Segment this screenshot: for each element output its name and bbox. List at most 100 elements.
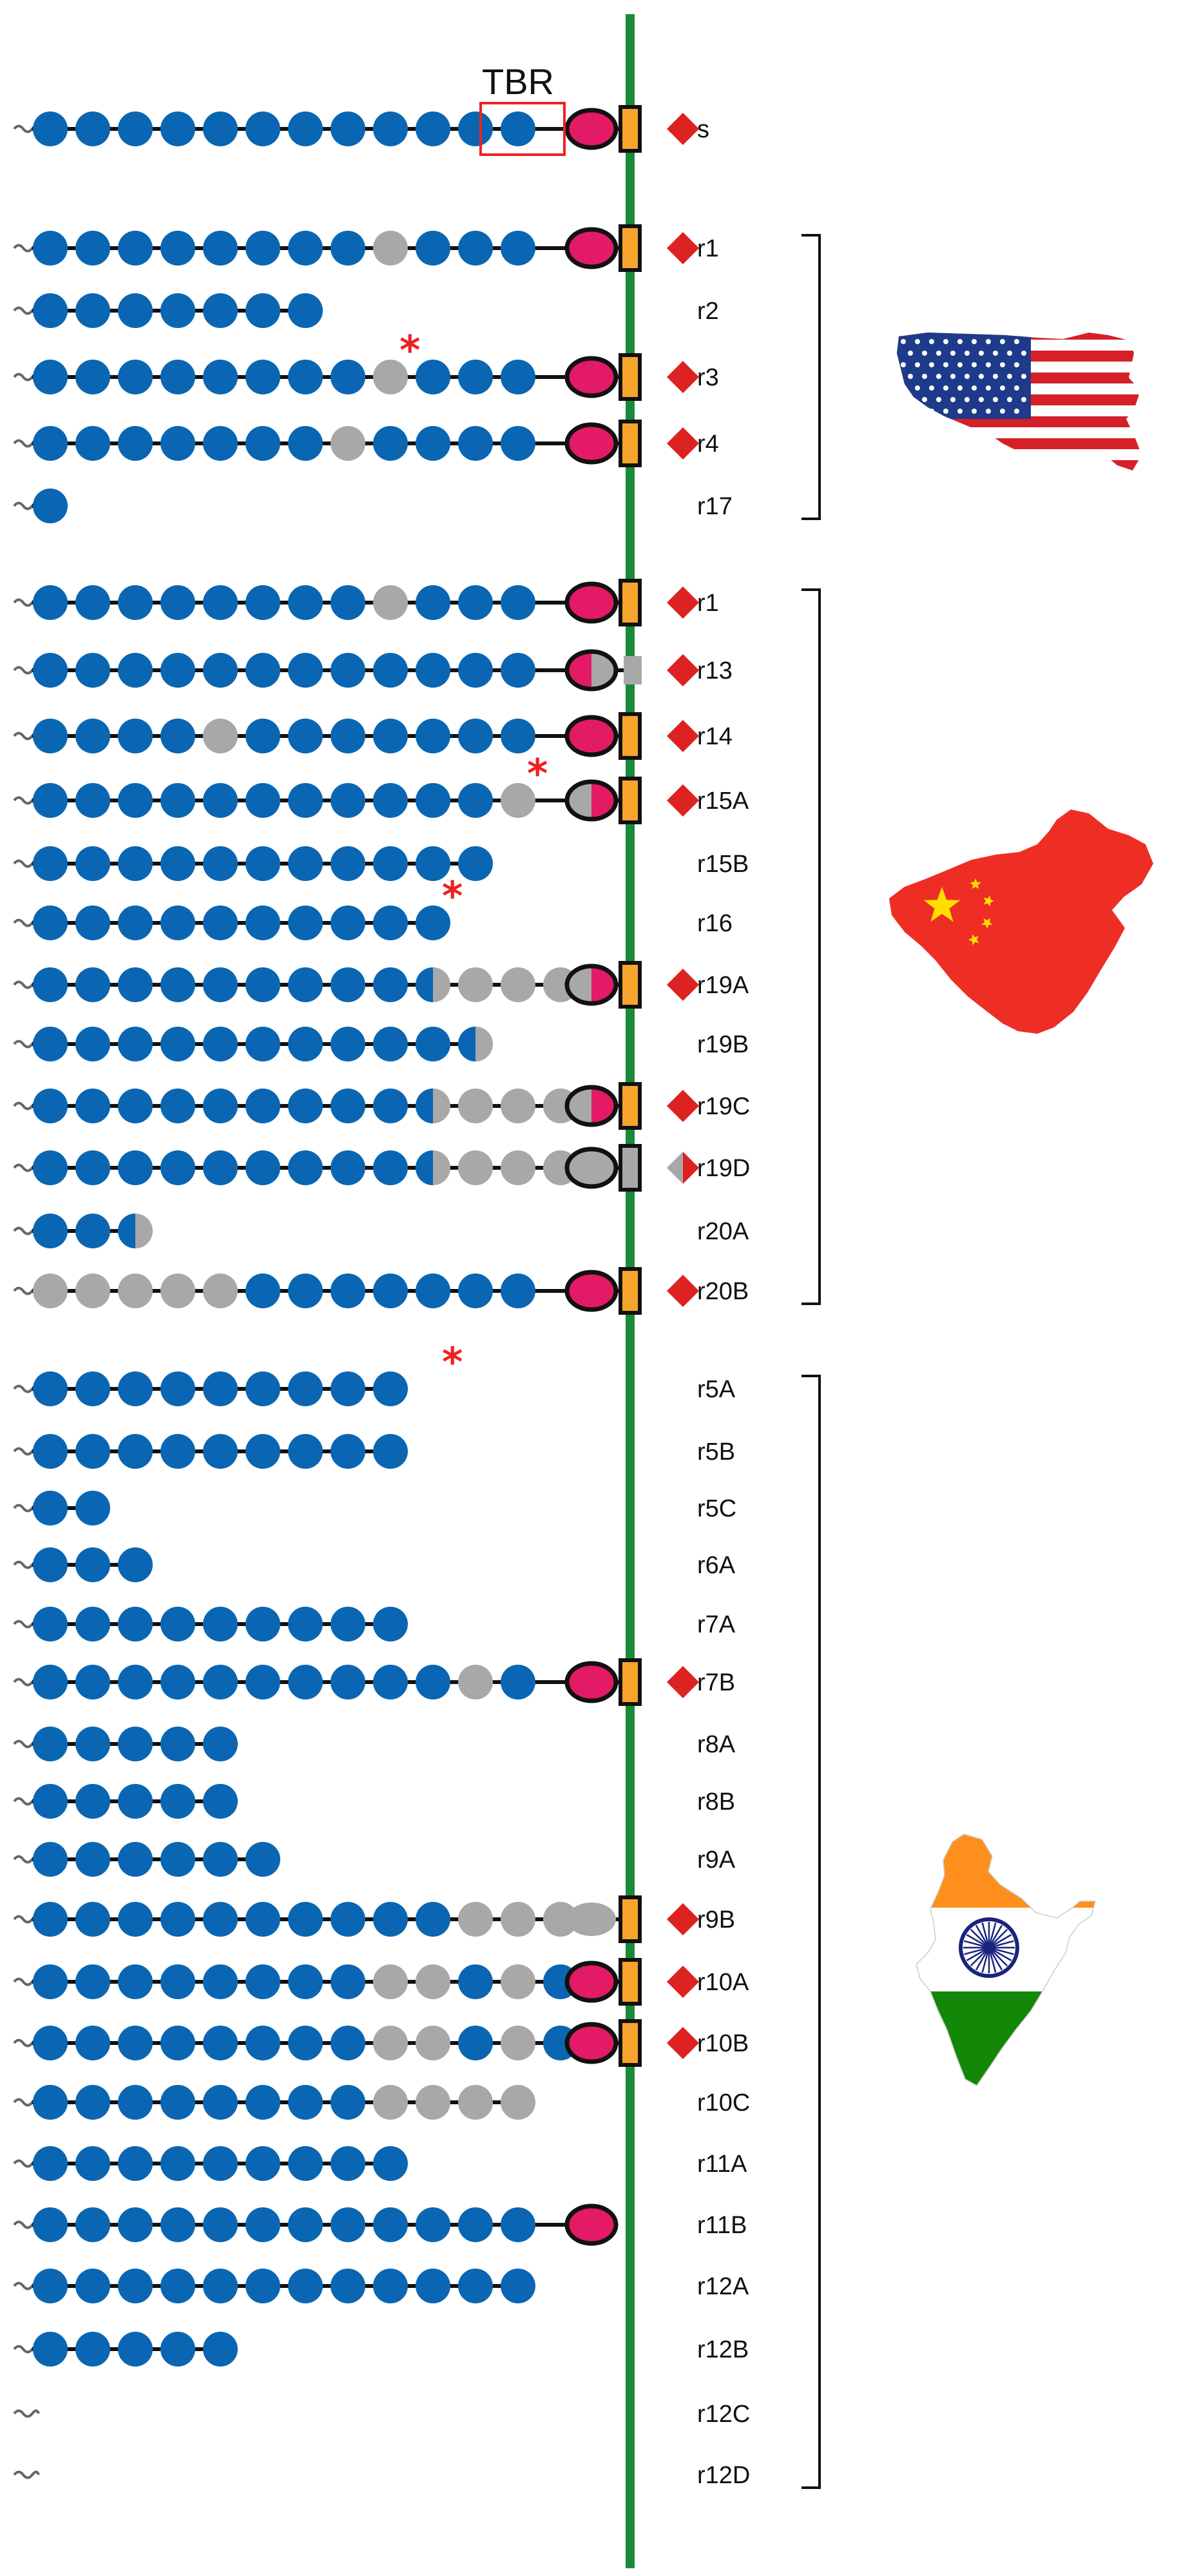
residue-blue <box>288 2269 323 2303</box>
diamond-red <box>667 232 699 264</box>
box-orange <box>619 2019 642 2067</box>
row-label: r9A <box>697 1846 736 1874</box>
residue-blue <box>75 2026 110 2060</box>
chakra-spoke <box>981 1922 990 1948</box>
residue-blue <box>416 653 450 688</box>
residue-blue <box>501 1665 535 1700</box>
residue-blue <box>245 1371 280 1406</box>
residue-blue <box>373 653 408 688</box>
residue-blue <box>288 1027 323 1061</box>
row-label: s <box>697 116 709 143</box>
box-orange <box>619 1895 642 1943</box>
residue-blue <box>373 1371 408 1406</box>
usa-star <box>972 362 977 367</box>
residue-blue <box>160 426 195 461</box>
oval-pink <box>564 581 619 624</box>
row-label: r5A <box>697 1376 736 1403</box>
row-label: r14 <box>697 723 733 750</box>
residue-grey <box>203 719 238 753</box>
residue-blue <box>373 2269 408 2303</box>
chakra-spoke <box>988 1947 1003 1971</box>
box-grey <box>624 656 642 684</box>
residue-blue <box>33 2026 68 2060</box>
residue-blue <box>75 783 110 818</box>
row-label: r12D <box>697 2462 750 2489</box>
residue-half-blue <box>416 967 433 1002</box>
usa-star <box>901 339 906 344</box>
residue-grey <box>373 360 408 394</box>
residue-blue <box>33 489 68 523</box>
residue-blue <box>75 426 110 461</box>
residue-blue <box>33 1784 68 1819</box>
residue-half-blue <box>416 1089 433 1123</box>
residue-blue <box>118 1150 153 1185</box>
chakra-spoke <box>966 1946 990 1962</box>
diamond-red <box>667 969 699 1001</box>
residue-blue <box>203 111 238 146</box>
usa-star <box>929 339 934 344</box>
residue-blue <box>203 1371 238 1406</box>
oval-outline <box>564 649 619 692</box>
row-label: r11B <box>697 2212 747 2239</box>
residue-blue <box>245 2085 280 2120</box>
chakra-spoke <box>988 1947 997 1973</box>
residue-blue <box>501 360 535 394</box>
residue-blue <box>373 1902 408 1937</box>
residue-blue <box>203 1150 238 1185</box>
residue-blue <box>245 1607 280 1641</box>
residue-blue <box>288 2085 323 2120</box>
residue-grey <box>501 783 535 818</box>
row-label: r5B <box>697 1438 735 1466</box>
residue-blue <box>33 111 68 146</box>
residue-blue <box>373 905 408 940</box>
residue-blue <box>118 2085 153 2120</box>
row-label: r10C <box>697 2089 750 2116</box>
residue-half-blue <box>458 1027 475 1061</box>
residue-blue <box>203 360 238 394</box>
residue-blue <box>416 1027 450 1061</box>
residue-blue <box>501 2207 535 2242</box>
residue-blue <box>203 1089 238 1123</box>
residue-grey <box>458 1150 493 1185</box>
row-label: r8B <box>697 1788 735 1816</box>
group-bracket-china <box>801 588 821 1305</box>
residue-blue <box>160 231 195 266</box>
residue-grey <box>458 1665 493 1700</box>
residue-blue <box>501 2269 535 2303</box>
residue-blue <box>75 1727 110 1761</box>
residue-blue <box>288 905 323 940</box>
row-label: r12C <box>697 2401 750 2428</box>
residue-blue <box>501 426 535 461</box>
chakra-spoke <box>970 1947 990 1967</box>
row-label: r6A <box>697 1552 736 1579</box>
residue-blue <box>288 1964 323 1999</box>
usa-star <box>908 374 913 379</box>
diamond-grey-half <box>667 1152 683 1184</box>
residue-blue <box>160 2269 195 2303</box>
residue-blue <box>245 783 280 818</box>
residue-blue <box>160 1964 195 1999</box>
diamond-red <box>667 784 699 817</box>
residue-blue <box>203 2026 238 2060</box>
residue-blue <box>331 783 365 818</box>
residue-blue <box>118 967 153 1002</box>
residue-blue <box>416 783 450 818</box>
anchor-squiggle <box>13 2470 40 2479</box>
residue-blue <box>416 1902 450 1937</box>
usa-star <box>986 362 991 367</box>
usa-star <box>943 362 948 367</box>
residue-blue <box>160 585 195 620</box>
residue-blue <box>416 1665 450 1700</box>
box-orange <box>619 1267 642 1315</box>
residue-blue <box>203 653 238 688</box>
usa-star <box>922 351 927 356</box>
row-label: r9B <box>697 1906 735 1933</box>
oval-grey <box>567 1903 616 1936</box>
residue-blue <box>33 1964 68 1999</box>
usa-star <box>1007 351 1012 356</box>
residue-half-blue <box>118 1214 135 1248</box>
residue-blue <box>75 111 110 146</box>
residue-blue <box>33 1434 68 1469</box>
residue-blue <box>331 231 365 266</box>
residue-blue <box>33 1547 68 1582</box>
